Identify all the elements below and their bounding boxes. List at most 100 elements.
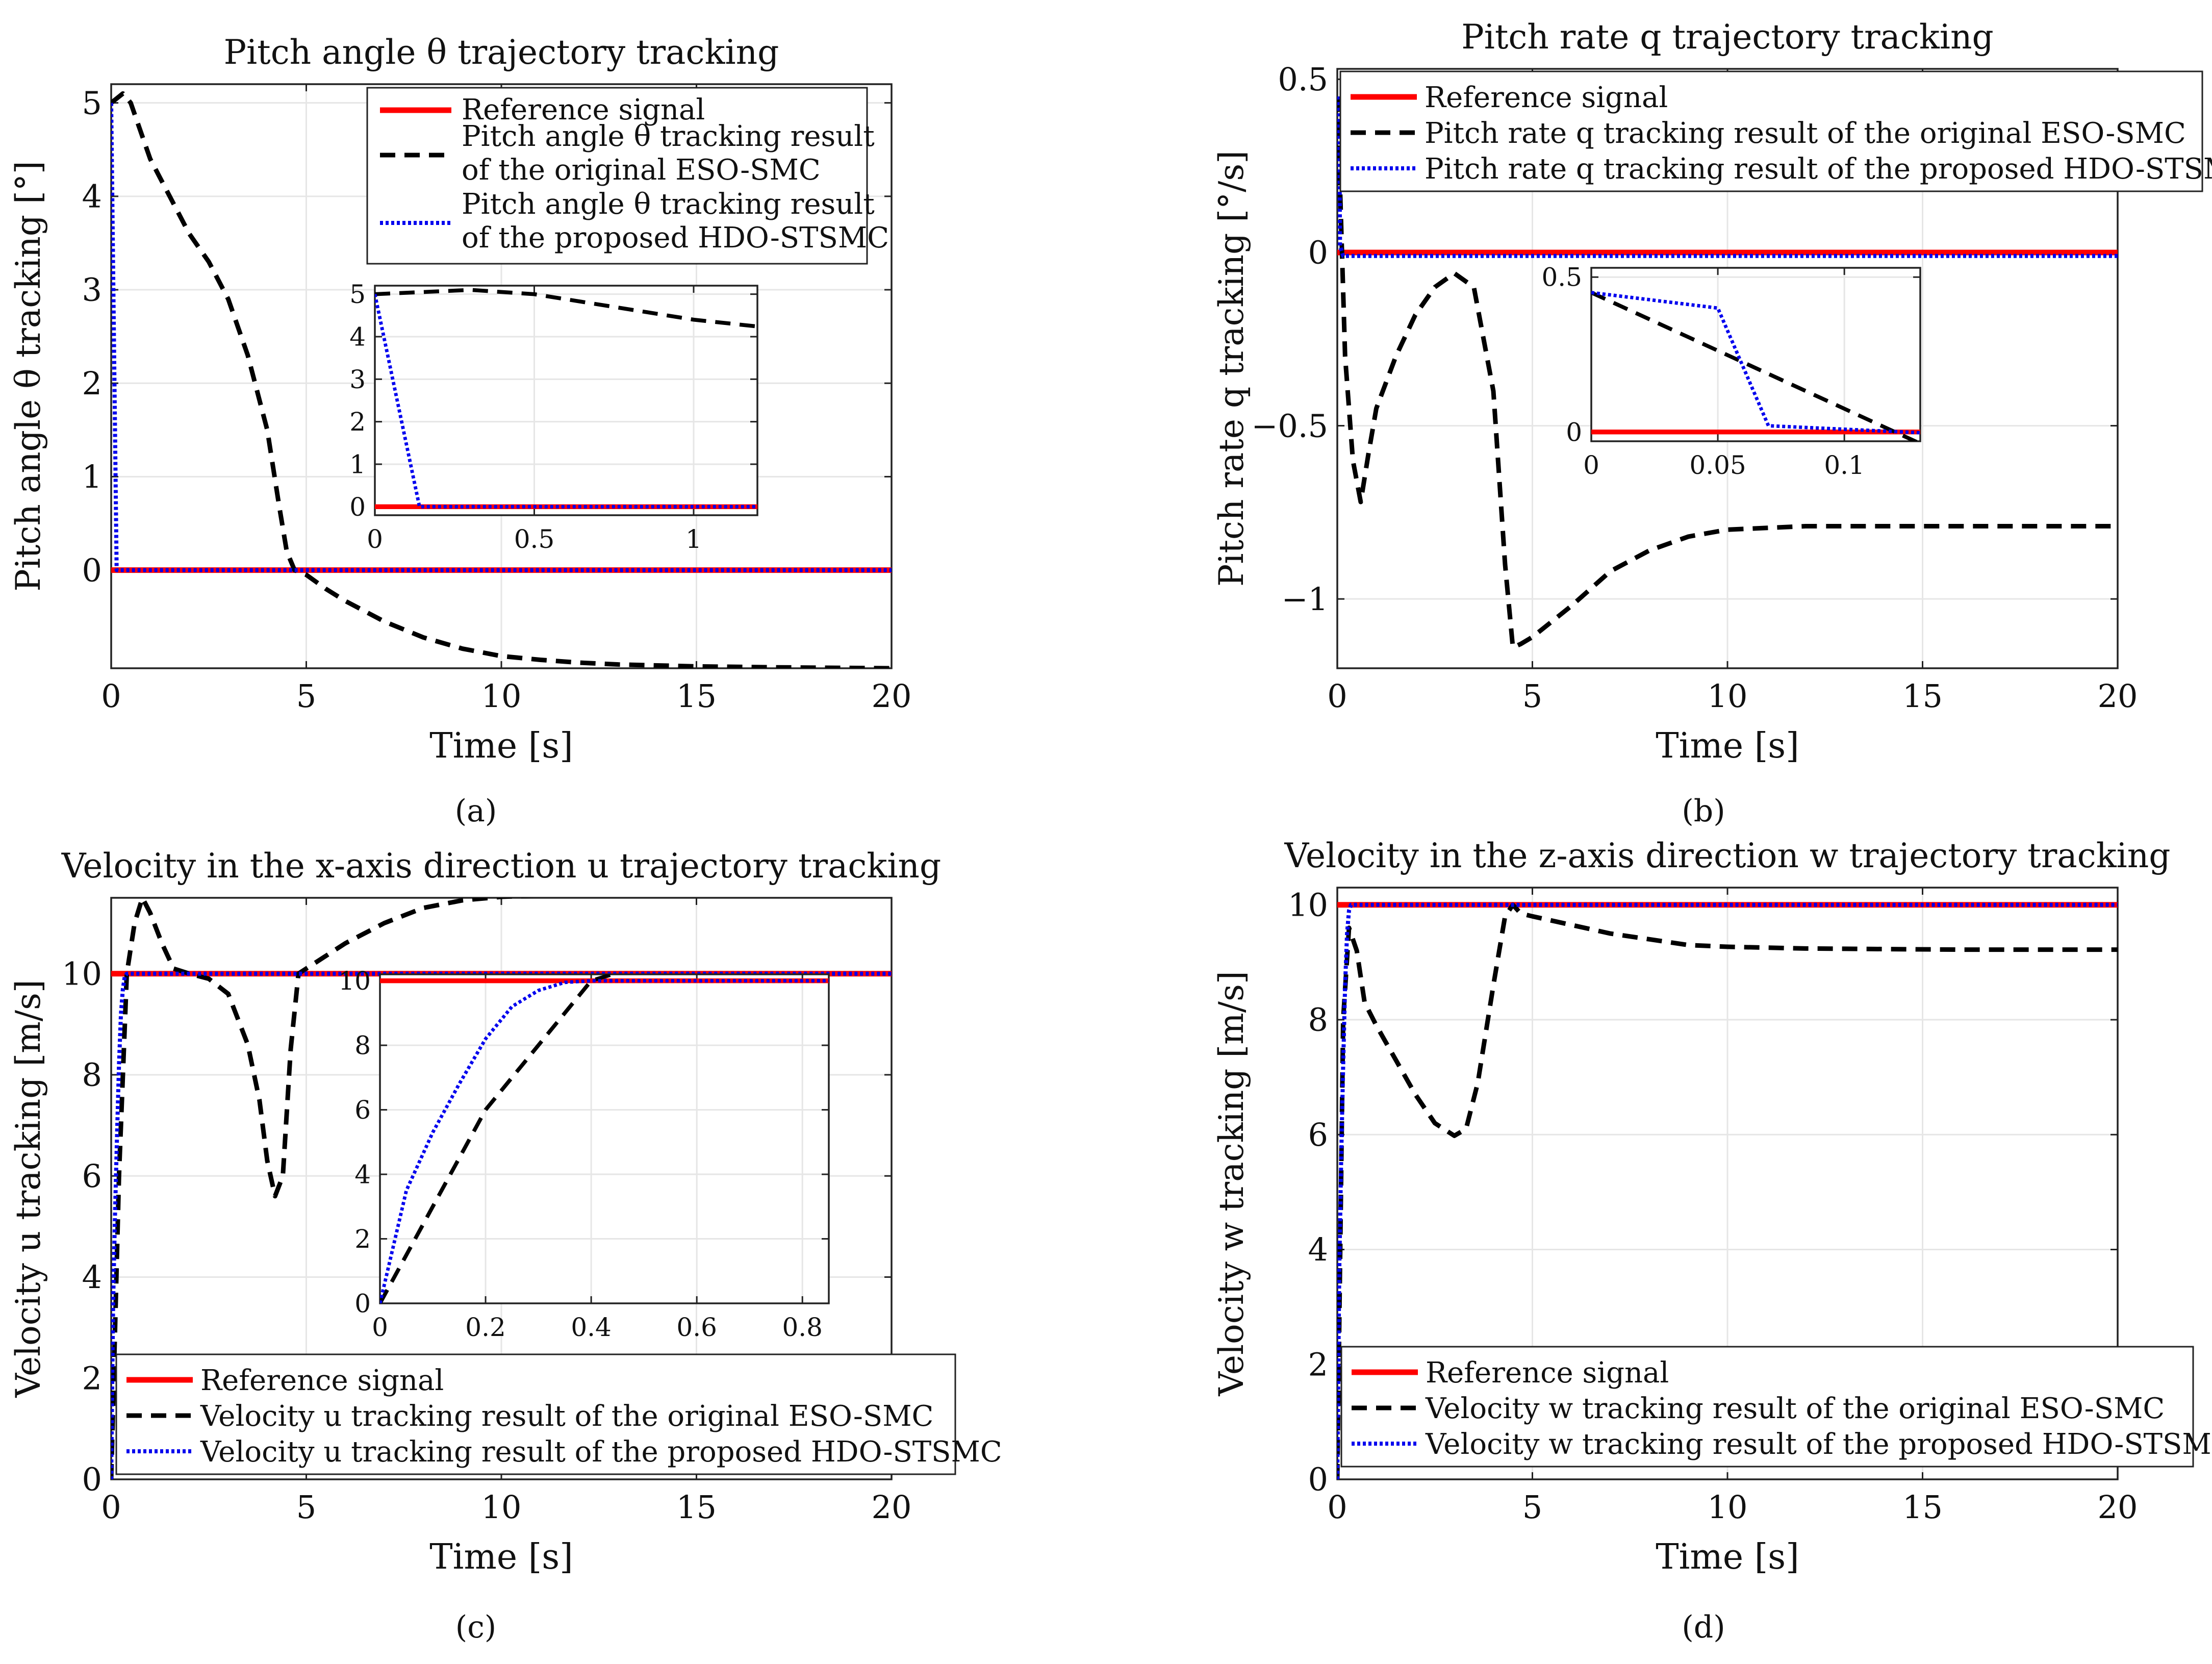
y-tick-label: 10 <box>62 955 102 992</box>
x-axis-label: Time [s] <box>1656 726 1799 766</box>
x-tick-label: 20 <box>872 677 912 715</box>
x-tick-label: 0.1 <box>1824 450 1865 480</box>
x-tick-label: 0 <box>1327 1489 1347 1526</box>
series-line-hdo <box>111 971 892 1479</box>
panel-label-c: (c) <box>455 1609 497 1645</box>
legend-box <box>366 87 868 265</box>
y-tick-label: 0 <box>82 1461 102 1498</box>
x-tick-label: 20 <box>2098 1489 2138 1526</box>
legend-box <box>115 1353 956 1475</box>
plot-area <box>1591 268 1920 441</box>
y-tick-label: 4 <box>349 322 366 352</box>
y-tick-label: 4 <box>354 1160 371 1190</box>
y-tick-label: 8 <box>82 1056 102 1094</box>
y-tick-label: 3 <box>349 365 366 394</box>
x-tick-label: 0 <box>101 1489 121 1526</box>
y-tick-label: 2 <box>354 1224 371 1254</box>
inset-2: 0 0.2 0.4 0.6 0.8 0 2 4 6 8 10 <box>338 966 830 1342</box>
x-tick-label: 5 <box>1522 1489 1542 1526</box>
y-tick-label: 2 <box>1308 1346 1328 1383</box>
legend-label: Velocity u tracking result of the origin… <box>200 1400 933 1433</box>
series-line-hdo <box>111 103 892 572</box>
y-tick-label: 2 <box>82 1359 102 1397</box>
y-tick-label: 6 <box>82 1157 102 1195</box>
series-line-hdo <box>380 979 829 1303</box>
chart-title: Velocity in the x-axis direction u traje… <box>61 846 941 886</box>
y-tick-label: 1 <box>349 450 366 480</box>
legend-label: Reference signal <box>1426 1356 1669 1390</box>
x-tick-label: 0.05 <box>1689 450 1746 480</box>
x-tick-label: 20 <box>2098 677 2138 715</box>
series-line-eso <box>1337 902 2118 1479</box>
axes-frame <box>1336 68 2119 669</box>
y-tick-label: 6 <box>1308 1116 1328 1153</box>
legend-label: Pitch angle θ tracking result <box>462 188 875 221</box>
y-tick-label: 0 <box>82 551 102 589</box>
y-tick-label: 1 <box>82 458 102 495</box>
x-tick-label: 0.2 <box>465 1313 506 1342</box>
y-tick-label: 5 <box>82 84 102 121</box>
x-tick-label: 15 <box>676 1489 717 1526</box>
x-tick-label: 0 <box>367 524 383 554</box>
x-tick-label: 10 <box>1708 677 1748 715</box>
y-axis-label: Velocity w tracking [m/s] <box>1212 971 1251 1396</box>
panel-label-b: (b) <box>1682 793 1725 829</box>
legend-label: Reference signal <box>1425 81 1668 114</box>
x-tick-label: 0 <box>1583 450 1599 480</box>
y-tick-label: 0 <box>1566 417 1582 447</box>
x-tick-label: 15 <box>1902 677 1943 715</box>
y-tick-label: 4 <box>82 178 102 215</box>
y-tick-label: −0.5 <box>1251 407 1328 444</box>
legend-label: Pitch angle θ tracking result <box>462 120 875 153</box>
y-tick-label: 5 <box>349 280 366 309</box>
x-tick-label: 15 <box>676 677 717 715</box>
legend-label: Pitch rate q tracking result of the prop… <box>1425 153 2212 186</box>
x-tick-label: 0 <box>372 1313 388 1342</box>
y-tick-label: 6 <box>354 1095 371 1125</box>
inset-0: 0 0.5 1 0 1 2 3 4 5 <box>349 280 758 554</box>
legend-label: Pitch rate q tracking result of the orig… <box>1425 117 2186 150</box>
y-tick-label: 0.5 <box>1541 263 1582 292</box>
legend-label: of the original ESO-SMC <box>462 154 821 187</box>
legend-box <box>1340 1346 2194 1468</box>
legend-label: Velocity w tracking result of the propos… <box>1425 1428 2212 1461</box>
y-tick-label: 2 <box>349 407 366 437</box>
legend-label: Velocity w tracking result of the origin… <box>1425 1392 2165 1425</box>
series-line-eso <box>111 898 535 1479</box>
x-tick-label: 0 <box>1327 677 1347 715</box>
legend-label: Reference signal <box>462 93 705 127</box>
x-tick-label: 5 <box>296 677 316 715</box>
y-axis-label: Pitch rate q tracking [°/s] <box>1212 150 1251 587</box>
y-tick-label: 2 <box>82 365 102 402</box>
y-tick-label: 8 <box>354 1031 371 1061</box>
series-line-hdo <box>1337 96 2118 258</box>
y-tick-label: 0 <box>354 1289 371 1319</box>
x-tick-label: 5 <box>296 1489 316 1526</box>
axes-frame <box>1336 887 2119 1480</box>
x-tick-label: 1 <box>685 524 702 554</box>
y-tick-label: −1 <box>1282 581 1328 618</box>
axes-frame <box>1590 267 1921 442</box>
x-tick-label: 20 <box>872 1489 912 1526</box>
x-tick-label: 0.8 <box>782 1313 823 1342</box>
legend-label: Velocity u tracking result of the propos… <box>200 1435 1002 1469</box>
plot-area <box>380 974 829 1303</box>
chart-title: Pitch rate q trajectory tracking <box>1461 17 1993 57</box>
y-tick-label: 10 <box>1288 886 1328 923</box>
panel-label-d: (d) <box>1682 1609 1725 1645</box>
axes-frame <box>379 973 830 1304</box>
y-tick-label: 4 <box>1308 1231 1328 1268</box>
x-tick-label: 0 <box>101 677 121 715</box>
y-tick-label: 4 <box>82 1258 102 1296</box>
legend-label: of the proposed HDO-STSMC <box>462 221 889 255</box>
x-axis-label: Time [s] <box>429 726 573 766</box>
legend-box <box>1339 70 2203 192</box>
axes-frame <box>374 285 758 516</box>
y-tick-label: 3 <box>82 271 102 309</box>
x-axis-label: Time [s] <box>429 1537 573 1577</box>
x-tick-label: 10 <box>481 677 522 715</box>
series-line-eso <box>1337 96 2118 650</box>
